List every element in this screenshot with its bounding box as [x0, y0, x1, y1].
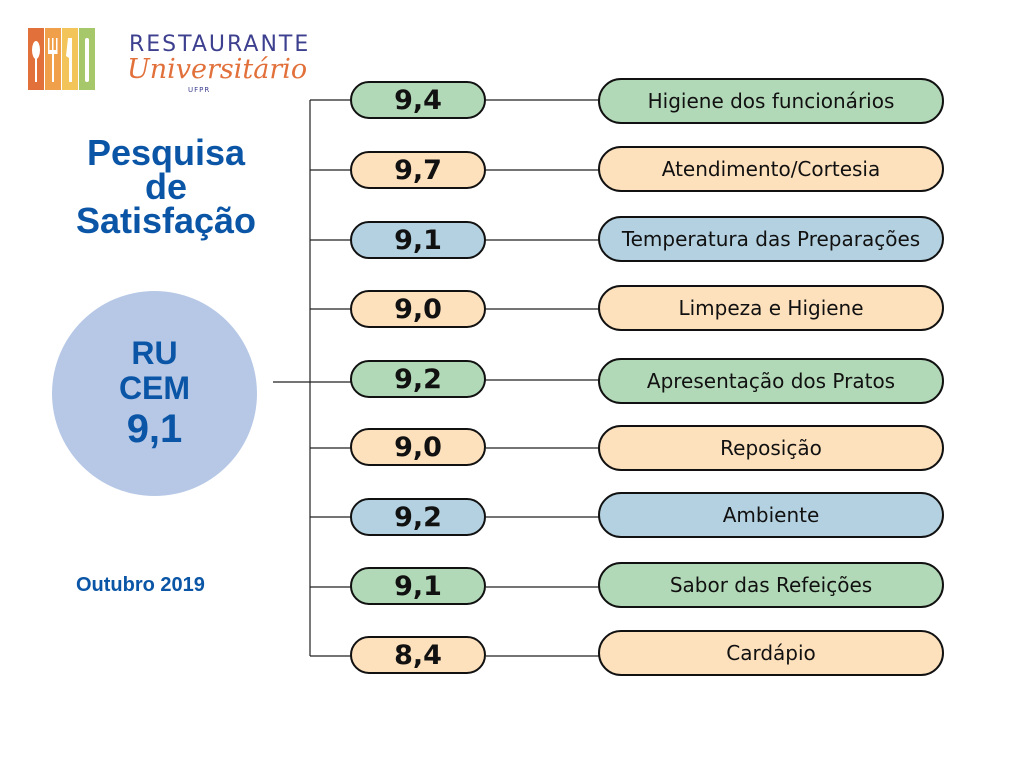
- score-pill-sabor: 9,1: [350, 567, 486, 605]
- summary-text: RU CEM 9,1: [52, 335, 257, 451]
- score-pill-temperatura: 9,1: [350, 221, 486, 259]
- score-pill-ambiente: 9,2: [350, 498, 486, 536]
- score-pill-cardapio: 8,4: [350, 636, 486, 674]
- summary-line-1: RU: [131, 335, 178, 371]
- page-title: Pesquisa de Satisfação: [60, 132, 272, 241]
- summary-line-2: CEM: [118, 370, 191, 406]
- summary-score: 9,1: [126, 407, 183, 451]
- category-pill-temperatura: Temperatura das Preparações: [598, 216, 944, 262]
- score-pill-higiene-funcionarios: 9,4: [350, 81, 486, 119]
- title-line-2: de: [144, 166, 187, 207]
- score-pill-atendimento: 9,7: [350, 151, 486, 189]
- category-pill-cardapio: Cardápio: [598, 630, 944, 676]
- score-pill-reposicao: 9,0: [350, 428, 486, 466]
- survey-date: Outubro 2019: [76, 574, 205, 596]
- category-pill-sabor: Sabor das Refeições: [598, 562, 944, 608]
- logo-wordmark-line2: Universitário: [127, 54, 308, 85]
- cutlery-logo-icon: [28, 28, 95, 90]
- score-pill-limpeza: 9,0: [350, 290, 486, 328]
- category-pill-reposicao: Reposição: [598, 425, 944, 471]
- title-line-1: Pesquisa: [86, 132, 246, 173]
- category-pill-apresentacao: Apresentação dos Pratos: [598, 358, 944, 404]
- summary-circle: [52, 291, 257, 496]
- category-pill-ambiente: Ambiente: [598, 492, 944, 538]
- category-pill-atendimento: Atendimento/Cortesia: [598, 146, 944, 192]
- logo-wordmark-line1: RESTAURANTE: [129, 32, 311, 57]
- logo-wordmark-line3: UFPR: [188, 86, 211, 94]
- restaurante-universitario-logo: RESTAURANTE Universitário UFPR: [26, 26, 308, 96]
- category-pill-higiene-funcionarios: Higiene dos funcionários: [598, 78, 944, 124]
- category-pill-limpeza: Limpeza e Higiene: [598, 285, 944, 331]
- score-pill-apresentacao: 9,2: [350, 360, 486, 398]
- title-line-3: Satisfação: [75, 200, 257, 241]
